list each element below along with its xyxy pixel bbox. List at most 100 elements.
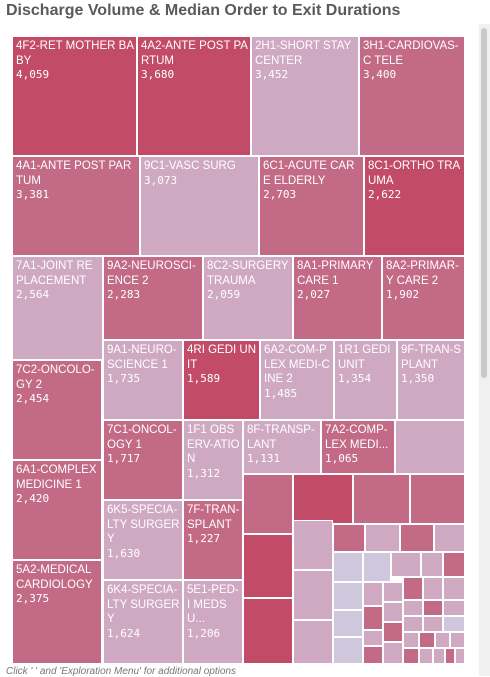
treemap-tile[interactable]: 8C2-SURGERY TRAUMA 2,059 [203, 256, 293, 340]
treemap-tile[interactable]: 4RI GEDI UNIT 1,589 [183, 340, 260, 420]
treemap-tile-small[interactable] [419, 632, 435, 648]
treemap-tile-small[interactable] [450, 632, 465, 648]
treemap-tile-small[interactable] [243, 598, 293, 664]
treemap-tile[interactable]: 9C1-VASC SURG 3,073 [140, 156, 259, 256]
treemap-tile-small[interactable] [293, 570, 333, 620]
treemap-tile[interactable]: 6K4-SPECIA-LTY SURGERY 1,624 [103, 580, 183, 664]
treemap-tile-small[interactable] [455, 648, 465, 664]
treemap-tile-small[interactable] [353, 474, 410, 524]
treemap-tile-small[interactable] [421, 552, 443, 577]
treemap-tile[interactable]: 7A1-JOINT REPLACEMENT 2,564 [12, 256, 103, 360]
tile-label: 8C2-SURGERY TRAUMA 2,059 [207, 259, 290, 303]
treemap-tile-small[interactable] [434, 524, 465, 552]
scrollbar-thumb[interactable] [481, 28, 487, 378]
treemap-tile-small[interactable] [419, 648, 433, 664]
treemap-tile-small[interactable] [363, 646, 383, 664]
treemap-tile[interactable]: 7F-TRAN-SPLANT 1,227 [183, 500, 243, 580]
tile-name: 8A2-PRIMAR-Y CARE 2 [386, 260, 459, 287]
treemap-tile[interactable]: 7C2-ONCOLO-GY 2 2,454 [12, 360, 102, 460]
treemap-tile[interactable]: 1F1 OBSERV-ATION 1,312 [183, 420, 243, 500]
treemap-tile[interactable]: 1R1 GEDI UNIT 1,354 [334, 340, 397, 420]
tile-value: 1,312 [187, 466, 221, 480]
treemap-tile-small[interactable] [383, 622, 403, 642]
treemap-tile-small[interactable] [333, 637, 363, 664]
treemap-tile[interactable]: 9F-TRAN-SPLANT 1,350 [397, 340, 465, 420]
treemap-tile-small[interactable] [410, 474, 465, 524]
tile-value: 3,452 [255, 68, 289, 81]
treemap-tile-small[interactable] [403, 600, 423, 616]
treemap-tile-small[interactable] [383, 582, 403, 602]
treemap-tile-small[interactable] [293, 520, 333, 570]
tile-label: 1R1 GEDI UNIT 1,354 [338, 343, 394, 387]
treemap-tile[interactable]: 8A2-PRIMAR-Y CARE 2 1,902 [382, 256, 465, 340]
treemap-tile[interactable]: 4A1-ANTE POST PARTUM 3,381 [12, 156, 140, 256]
treemap-tile[interactable]: 7A2-COMP-LEX MEDI... 1,065 [321, 420, 395, 474]
treemap-tile-small[interactable] [363, 630, 383, 646]
treemap-tile-small[interactable] [423, 616, 443, 632]
treemap-tile-small[interactable] [403, 616, 423, 632]
tile-label: 4A2-ANTE POST PARTUM 3,680 [141, 39, 248, 83]
treemap-tile-small[interactable] [363, 606, 383, 630]
treemap-tile-small[interactable] [333, 524, 365, 552]
treemap-tile-small[interactable] [435, 632, 450, 648]
tile-label: 7A1-JOINT REPLACEMENT 2,564 [16, 259, 100, 303]
treemap-tile-small[interactable] [383, 642, 403, 664]
treemap-tile-small[interactable] [243, 534, 293, 598]
tile-name: 5A2-MEDICAL CARDIOLOGY [16, 564, 93, 591]
treemap-tile-small[interactable] [403, 648, 419, 664]
treemap-tile[interactable]: 6A1-COMPLEX MEDICINE 1 2,420 [12, 460, 102, 560]
treemap-tile-small[interactable] [445, 648, 455, 664]
treemap-tile[interactable]: 6A2-COM-PLEX MEDI-CINE 2 1,485 [260, 340, 334, 420]
tile-label: 9A2-NEUROSCI-ENCE 2 2,283 [107, 259, 200, 303]
treemap-tile-small[interactable] [391, 552, 421, 577]
tile-value: 1,485 [264, 386, 298, 400]
treemap-tile-small[interactable] [365, 524, 400, 552]
tile-value: 1,735 [107, 372, 141, 385]
tile-label: 6A2-COM-PLEX MEDI-CINE 2 1,485 [264, 343, 331, 401]
treemap-tile-small[interactable] [293, 474, 353, 524]
footer-hint: Click ' ' and 'Exploration Menu' for add… [6, 666, 236, 677]
treemap-tile-small[interactable] [443, 577, 465, 600]
treemap-tile-small[interactable] [363, 582, 383, 606]
treemap-tile-small[interactable] [403, 632, 419, 648]
tile-label: 7A2-COMP-LEX MEDI... 1,065 [325, 423, 392, 467]
treemap-tile-small[interactable] [443, 552, 465, 577]
treemap-tile-small[interactable] [443, 616, 465, 632]
treemap-tile-small[interactable] [400, 524, 434, 552]
treemap-tile-small[interactable] [423, 600, 443, 616]
tile-name: 4A2-ANTE POST PARTUM [141, 40, 248, 67]
treemap-tile-small[interactable] [333, 582, 363, 610]
treemap-tile-small[interactable] [423, 577, 443, 600]
treemap-tile[interactable]: 8F-TRANSP-LANT 1,131 [243, 420, 321, 474]
treemap-tile-small[interactable] [443, 600, 465, 616]
treemap-tile[interactable]: 8C1-ORTHO TRAUMA 2,622 [364, 156, 465, 256]
treemap-tile[interactable]: 2H1-SHORT STAY CENTER 3,452 [251, 36, 359, 156]
treemap-tile[interactable]: 8A1-PRIMARY CARE 1 2,027 [293, 256, 382, 340]
treemap-tile[interactable]: 4A2-ANTE POST PARTUM 3,680 [137, 36, 251, 156]
treemap-tile-small[interactable] [433, 648, 445, 664]
vertical-scrollbar[interactable] [479, 24, 490, 676]
tile-label: 8F-TRANSP-LANT 1,131 [247, 423, 318, 467]
treemap-tile-small[interactable] [383, 602, 403, 622]
treemap-tile-small[interactable] [333, 552, 363, 582]
treemap-tile[interactable]: 3H1-CARDIOVAS-C TELE 3,400 [359, 36, 465, 156]
treemap-tile-small[interactable] [293, 620, 333, 664]
treemap-tile[interactable]: 9A1-NEURO-SCIENCE 1 1,735 [103, 340, 183, 420]
treemap-tile-small[interactable] [333, 610, 363, 637]
treemap-tile-small[interactable] [243, 474, 293, 534]
tile-value: 2,375 [16, 592, 50, 605]
treemap-tile[interactable]: 9A2-NEUROSCI-ENCE 2 2,283 [103, 256, 203, 340]
treemap-tile[interactable]: 7C1-ONCOL-OGY 1 1,717 [103, 420, 183, 500]
treemap-tile[interactable]: 5A2-MEDICAL CARDIOLOGY 2,375 [12, 560, 102, 664]
tile-label: 5A2-MEDICAL CARDIOLOGY 2,375 [16, 563, 99, 607]
treemap-tile[interactable]: 6C1-ACUTE CARE ELDERLY 2,703 [259, 156, 364, 256]
treemap-tile-small[interactable] [363, 552, 391, 582]
tile-name: 6K5-SPECIA-LTY SURGERY [107, 504, 180, 545]
treemap-tile[interactable]: 6K5-SPECIA-LTY SURGERY 1,630 [103, 500, 183, 580]
treemap-tile[interactable]: 5E1-PED-I MEDSU... 1,206 [183, 580, 243, 664]
treemap-tile-small[interactable] [395, 420, 465, 474]
treemap-tile[interactable]: 4F2-RET MOTHER BABY 4,059 [12, 36, 137, 156]
treemap-tile-small[interactable] [403, 577, 423, 600]
tile-label: 8C1-ORTHO TRAUMA 2,622 [368, 159, 462, 203]
